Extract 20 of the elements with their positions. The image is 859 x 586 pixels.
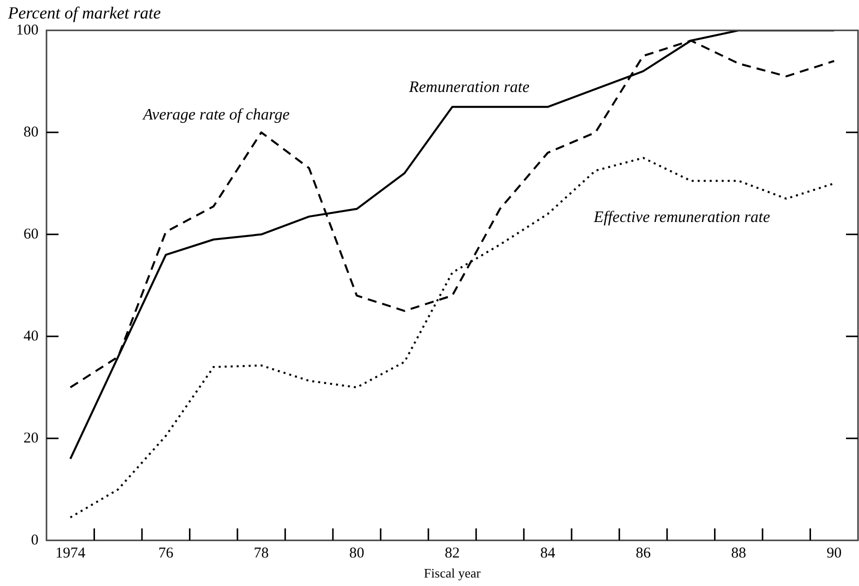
y-tick-label: 20: [24, 430, 38, 446]
x-tick-label: 82: [444, 545, 460, 562]
series-label: Effective remuneration rate: [592, 208, 770, 226]
y-tick-label: 100: [16, 22, 38, 38]
y-tick-label: 0: [31, 532, 38, 548]
chart-title: Percent of market rate: [7, 4, 162, 23]
x-tick-label: 84: [540, 545, 556, 562]
x-axis-title: Fiscal year: [424, 566, 482, 581]
series-label: Average rate of charge: [142, 106, 290, 124]
x-tick-label: 86: [636, 545, 652, 562]
series-label: Remuneration rate: [408, 78, 530, 96]
x-tick-label: 1974: [55, 545, 86, 562]
y-tick-label: 80: [24, 124, 38, 140]
x-tick-label: 88: [731, 545, 746, 562]
x-tick-label: 78: [254, 545, 269, 562]
x-tick-label: 80: [349, 545, 364, 562]
x-tick-label: 90: [826, 545, 842, 562]
y-tick-label: 40: [24, 328, 38, 344]
y-tick-label: 60: [24, 226, 38, 242]
x-tick-label: 76: [158, 545, 174, 562]
